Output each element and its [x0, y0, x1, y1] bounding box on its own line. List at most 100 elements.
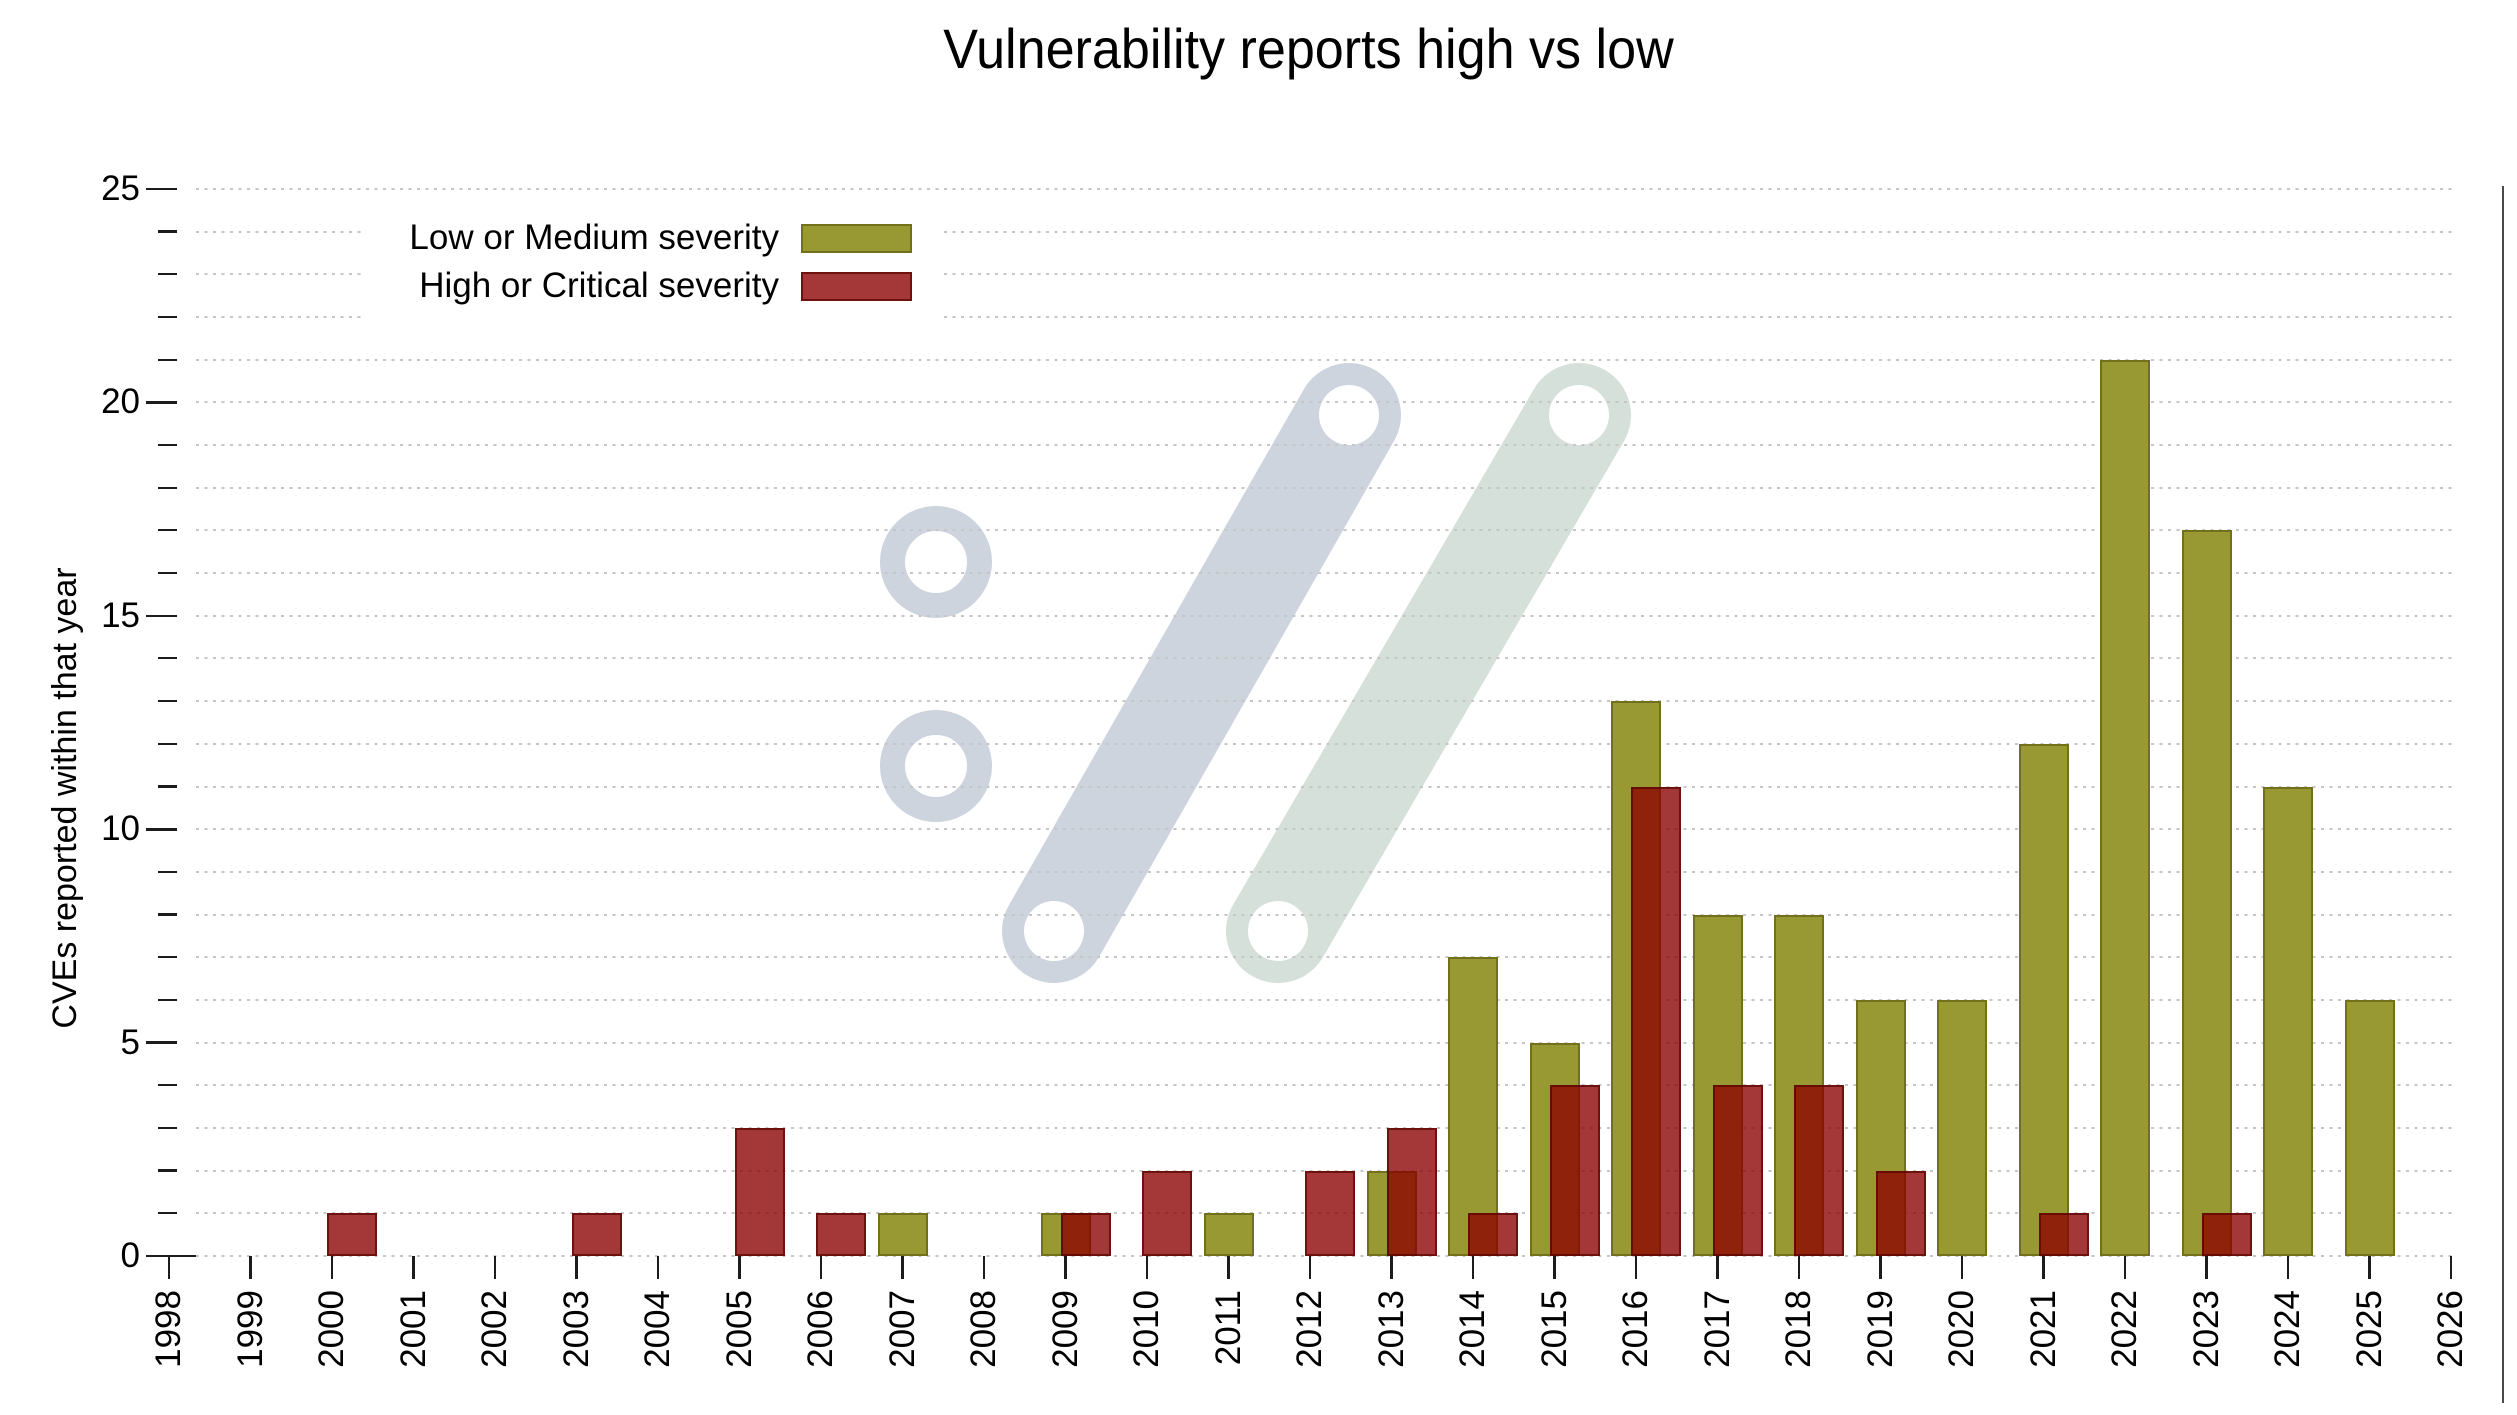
bar-low-medium-2022	[2100, 359, 2150, 1256]
x-tick-label-2006: 2006	[801, 1290, 840, 1368]
x-tick-label-2021: 2021	[2023, 1290, 2063, 1368]
x-tick-label-2026: 2026	[2431, 1290, 2470, 1368]
y-major-tick-15	[146, 614, 177, 618]
bar-low-medium-2021	[2018, 743, 2069, 1256]
bar-high-critical-2000	[327, 1213, 377, 1256]
y-minor-tick-4	[158, 1084, 177, 1087]
y-minor-tick-16	[158, 571, 177, 575]
y-tick-label-20: 20	[101, 382, 140, 422]
x-tick-2024	[2286, 1256, 2290, 1279]
x-tick-2001	[412, 1256, 415, 1279]
watermark-link-blue-hole-bottom	[1024, 901, 1084, 961]
y-minor-tick-17	[158, 529, 177, 532]
bar-low-medium-2020	[1937, 999, 1987, 1256]
x-tick-label-2000: 2000	[312, 1290, 351, 1368]
x-tick-label-1999: 1999	[230, 1290, 270, 1368]
watermark-link-teal-hole-bottom	[1248, 901, 1308, 961]
x-tick-2025	[2368, 1256, 2371, 1279]
y-minor-tick-19	[158, 443, 177, 447]
gridline-25	[196, 188, 2455, 190]
x-tick-label-1998: 1998	[149, 1290, 188, 1368]
x-tick-2004	[656, 1256, 660, 1279]
bar-high-critical-2019	[1875, 1170, 1926, 1256]
gridline-7	[196, 956, 2455, 959]
y-tick-label-0: 0	[120, 1236, 140, 1275]
x-tick-label-2013: 2013	[1371, 1290, 1411, 1368]
axis-origin-corner	[168, 1254, 196, 1258]
gridline-24	[196, 230, 2455, 233]
x-tick-2003	[575, 1256, 578, 1279]
x-tick-label-2025: 2025	[2349, 1290, 2389, 1368]
legend-item-low-medium: Low or Medium severity	[372, 214, 912, 262]
y-major-tick-0	[146, 1254, 177, 1258]
y-minor-tick-9	[158, 870, 177, 873]
y-minor-tick-1	[158, 1212, 177, 1215]
gridline-12	[196, 742, 2455, 745]
y-minor-tick-24	[158, 230, 177, 233]
chart-title: Vulnerability reports high vs low	[943, 17, 1674, 80]
x-tick-label-2005: 2005	[719, 1290, 759, 1368]
y-minor-tick-2	[158, 1169, 177, 1172]
y-major-tick-5	[146, 1041, 177, 1044]
x-tick-label-2012: 2012	[1290, 1290, 1329, 1368]
bar-high-critical-2017	[1712, 1085, 1763, 1256]
gridline-6	[196, 998, 2455, 1001]
gridline-21	[196, 358, 2455, 361]
y-tick-label-5: 5	[120, 1022, 140, 1062]
legend: Low or Medium severity High or Critical …	[362, 206, 942, 320]
bar-high-critical-2003	[571, 1213, 622, 1256]
x-tick-2023	[2205, 1256, 2208, 1279]
x-tick-label-2018: 2018	[1779, 1290, 1818, 1368]
watermark-ring-bottom	[880, 710, 992, 822]
bar-high-critical-2013	[1386, 1127, 1437, 1256]
x-tick-label-2011: 2011	[1208, 1290, 1248, 1366]
x-tick-2022	[2123, 1256, 2127, 1279]
bar-low-medium-2025	[2344, 999, 2395, 1256]
y-major-tick-25	[146, 187, 177, 191]
y-tick-label-15: 15	[101, 595, 140, 635]
bar-high-critical-2010	[1142, 1170, 1192, 1256]
bar-high-critical-2006	[816, 1213, 866, 1256]
gridline-8	[196, 913, 2455, 916]
watermark-ring-top	[880, 506, 992, 618]
watermark-link-blue	[1002, 363, 1401, 983]
x-tick-2012	[1308, 1256, 1312, 1279]
legend-label-high-critical: High or Critical severity	[419, 266, 779, 305]
x-tick-label-2004: 2004	[638, 1290, 677, 1368]
gridline-18	[196, 486, 2455, 489]
legend-label-low-medium: Low or Medium severity	[409, 218, 779, 257]
y-minor-tick-12	[158, 742, 177, 745]
bar-low-medium-2014	[1448, 957, 1498, 1256]
x-tick-label-2010: 2010	[1127, 1290, 1166, 1368]
x-tick-2008	[982, 1256, 986, 1279]
bar-low-medium-2007	[877, 1213, 928, 1256]
legend-swatch-low-medium	[801, 223, 912, 253]
gridline-0	[196, 1255, 2455, 1257]
x-tick-2006	[819, 1256, 823, 1279]
y-tick-label-25: 25	[101, 169, 140, 208]
x-tick-2010	[1145, 1256, 1149, 1279]
y-major-tick-10	[146, 828, 177, 831]
gridline-14	[196, 657, 2455, 660]
y-minor-tick-13	[158, 699, 177, 703]
y-minor-tick-23	[158, 273, 177, 276]
y-minor-tick-6	[158, 998, 177, 1001]
x-tick-label-2020: 2020	[1942, 1290, 1981, 1368]
x-tick-2016	[1634, 1256, 1638, 1279]
plot-right-border	[2502, 186, 2504, 1403]
x-tick-label-2008: 2008	[964, 1290, 1003, 1368]
y-tick-label-10: 10	[101, 809, 140, 849]
x-tick-label-2009: 2009	[1045, 1290, 1085, 1368]
y-minor-tick-18	[158, 486, 177, 489]
x-tick-label-2007: 2007	[882, 1290, 922, 1368]
bar-high-critical-2009	[1060, 1213, 1111, 1256]
x-tick-label-2016: 2016	[1616, 1290, 1655, 1368]
x-tick-label-2019: 2019	[1860, 1290, 1900, 1368]
x-tick-label-2017: 2017	[1697, 1290, 1737, 1368]
bar-high-critical-2018	[1794, 1085, 1844, 1256]
legend-item-high-critical: High or Critical severity	[372, 262, 912, 310]
x-tick-2018	[1797, 1256, 1801, 1279]
gridline-3	[196, 1126, 2455, 1129]
